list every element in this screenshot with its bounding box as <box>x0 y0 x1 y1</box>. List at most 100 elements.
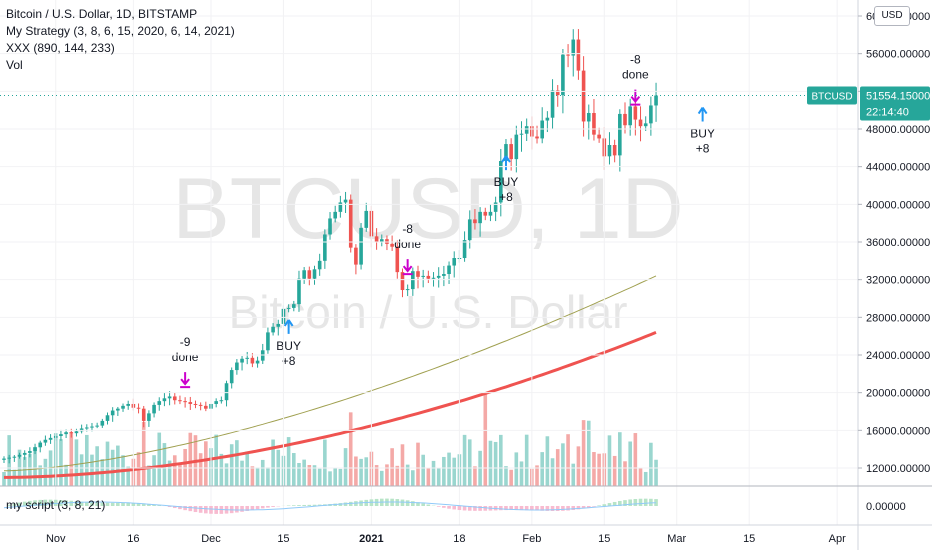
candle-body <box>571 40 575 56</box>
candle-body <box>432 278 436 279</box>
signal-label: -9 <box>180 335 191 349</box>
candle-body <box>245 358 249 359</box>
candle-body <box>634 106 638 119</box>
legend-vol[interactable]: Vol <box>6 57 235 74</box>
volume-bar <box>318 469 322 486</box>
volume-bar <box>240 461 244 486</box>
y-tick-label: 12000.00000 <box>866 463 930 475</box>
histogram-bar <box>406 500 410 506</box>
volume-bar <box>463 435 467 486</box>
candle-body <box>654 96 658 106</box>
volume-bar <box>483 393 487 486</box>
x-tick-label: 15 <box>598 533 610 545</box>
indicator-subpane: 0.00000 <box>0 486 932 514</box>
candle-body <box>64 432 68 434</box>
candle-body <box>225 383 229 400</box>
symbol-tag-label: BTCUSD <box>811 92 852 103</box>
candle-body <box>220 400 224 401</box>
x-tick-label: Nov <box>46 533 66 545</box>
volume-bar <box>333 468 337 486</box>
candle-body <box>111 411 115 416</box>
volume-bar <box>328 471 332 486</box>
volume-bar <box>437 468 441 486</box>
volume-bar <box>432 461 436 486</box>
candle-body <box>106 415 110 421</box>
volume-bar <box>421 455 425 486</box>
histogram-bar <box>566 506 570 510</box>
histogram-bar <box>421 503 425 506</box>
candle-body <box>126 404 130 406</box>
candle-body <box>313 269 317 278</box>
candle-body <box>447 266 451 274</box>
histogram-bar <box>204 506 208 513</box>
y-tick-label: 56000.00000 <box>866 49 930 61</box>
volume-bar <box>540 452 544 486</box>
legend-xxx[interactable]: XXX (890, 144, 233) <box>6 40 235 57</box>
volume-bar <box>183 449 187 486</box>
legend-strategy[interactable]: My Strategy (3, 8, 6, 15, 2020, 6, 14, 2… <box>6 23 235 40</box>
y-tick-label: 48000.00000 <box>866 124 930 136</box>
y-tick-label: 20000.00000 <box>866 388 930 400</box>
volume-bar <box>292 453 296 486</box>
candle-body <box>375 236 379 242</box>
signal-label: BUY <box>276 339 301 353</box>
y-tick-label: 24000.00000 <box>866 350 930 362</box>
candle-body <box>44 440 48 443</box>
x-tick-label: 15 <box>743 533 755 545</box>
histogram-bar <box>447 506 451 509</box>
volume-bar <box>90 455 94 486</box>
candle-body <box>23 453 27 455</box>
volume-bar <box>380 471 384 486</box>
volume-bar <box>106 442 110 486</box>
volume-bar <box>75 439 79 486</box>
candle-body <box>509 144 513 159</box>
candle-body <box>525 126 529 134</box>
candle-body <box>344 200 348 203</box>
histogram-bar <box>628 499 632 506</box>
histogram-bar <box>235 506 239 513</box>
candle-body <box>292 304 296 308</box>
candle-body <box>354 248 358 265</box>
volume-bar <box>323 440 327 486</box>
volume-bar <box>339 469 343 486</box>
candle-body <box>535 137 539 139</box>
candle-body <box>483 212 487 216</box>
histogram-bar <box>266 506 270 508</box>
candle-body <box>333 212 337 219</box>
volume-bar <box>551 458 555 486</box>
volume-bar <box>649 443 653 486</box>
histogram-bar <box>571 506 575 510</box>
candle-body <box>266 332 270 350</box>
signal-label: BUY <box>494 175 519 189</box>
histogram-bar <box>411 501 415 506</box>
y-tick-label: 32000.00000 <box>866 275 930 287</box>
volume-bar <box>173 455 177 486</box>
histogram-bar <box>644 499 648 506</box>
volume-bar <box>447 453 451 486</box>
histogram-bar <box>302 505 306 506</box>
candle-body <box>69 432 73 433</box>
subpane-label[interactable]: my script (3, 8, 21) <box>6 498 105 512</box>
candle-body <box>323 234 327 260</box>
volume-bar <box>525 435 529 486</box>
candle-body <box>406 289 410 290</box>
candle-body <box>95 426 99 427</box>
currency-button[interactable]: USD <box>874 6 910 26</box>
candle-body <box>515 135 519 159</box>
candle-body <box>157 401 161 405</box>
histogram-bar <box>442 506 446 508</box>
candle-body <box>142 409 146 421</box>
candle-body <box>297 279 301 304</box>
candle-body <box>178 400 182 401</box>
candle-body <box>287 308 291 309</box>
x-tick-label: Feb <box>522 533 541 545</box>
candle-body <box>18 455 22 457</box>
legend-title[interactable]: Bitcoin / U.S. Dollar, 1D, BITSTAMP <box>6 6 235 23</box>
price-tag-countdown: 22:14:40 <box>866 107 909 119</box>
volume-bar <box>80 454 84 486</box>
histogram-bar <box>597 505 601 506</box>
candle-body <box>75 431 79 433</box>
